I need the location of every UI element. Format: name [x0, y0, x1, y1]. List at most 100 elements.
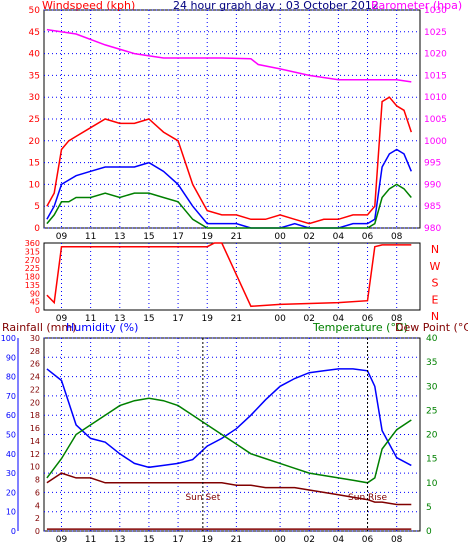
y-tick-label-rainfall: 16 [30, 424, 40, 433]
direction-panel-frame [43, 242, 421, 311]
x-tick-label: 09 [56, 314, 68, 324]
x-tick-label: 19 [201, 314, 213, 324]
x-tick-label: 19 [201, 535, 213, 545]
y-tick-label-direction: 135 [25, 281, 40, 290]
y-tick-label-humidity: 50 [6, 431, 16, 440]
y-tick-label-direction: 225 [25, 264, 40, 273]
y-tick-label-rainfall: 6 [35, 488, 40, 497]
x-tick-label: 00 [274, 232, 286, 242]
x-tick-label: 08 [391, 232, 403, 242]
x-tick-label: 04 [333, 535, 345, 545]
y-tick-label-windspeed: 45 [29, 28, 40, 38]
y-tick-label-humidity: 0 [11, 527, 16, 536]
y-tick-label-temperature: 0 [426, 527, 432, 537]
chart-title: 24 hour graph day : 03 October 2012 [173, 0, 379, 12]
y-tick-label-barometer: 1000 [424, 137, 447, 147]
y-tick-label-humidity: 60 [6, 411, 16, 420]
y-tick-label-direction: 45 [30, 298, 40, 307]
x-tick-label: 00 [274, 314, 286, 324]
y-tick-label-rainfall: 30 [30, 334, 40, 343]
y-tick-label-temperature: 15 [426, 455, 437, 465]
y-tick-label-humidity: 20 [6, 488, 16, 497]
y-tick-label-direction: 0 [35, 306, 40, 315]
x-tick-label: 06 [362, 535, 374, 545]
x-tick-label: 02 [304, 232, 315, 242]
series-line-barometer [46, 28, 412, 83]
x-tick-label: 13 [114, 535, 125, 545]
y-tick-label-temperature: 20 [426, 431, 438, 441]
x-tick-label: 09 [56, 535, 68, 545]
y-tick-label-rainfall: 10 [30, 463, 40, 472]
x-tick-label: 17 [172, 232, 183, 242]
y-tick-label-barometer: 1025 [424, 28, 447, 38]
y-tick-label-temperature: 35 [426, 358, 437, 368]
y-tick-label-humidity: 70 [6, 392, 16, 401]
annotation-label: Sun Rise [348, 493, 387, 503]
y-tick-label-barometer: 1010 [424, 93, 447, 103]
y-tick-label-barometer: 985 [424, 202, 441, 212]
y-tick-label-windspeed: 30 [29, 93, 41, 103]
x-tick-label: 17 [172, 535, 183, 545]
y-tick-label-rainfall: 4 [35, 501, 40, 510]
humidity-axis-label: Humidity (%) [66, 321, 138, 334]
y-tick-label-windspeed: 15 [29, 159, 40, 169]
y-tick-label-humidity: 90 [6, 353, 16, 362]
y-tick-label-rainfall: 20 [30, 398, 40, 407]
y-tick-label-windspeed: 35 [29, 71, 40, 81]
x-tick-label: 15 [143, 535, 154, 545]
y-tick-label-rainfall: 8 [35, 476, 40, 485]
y-tick-label-rainfall: 28 [30, 347, 40, 356]
series-line-wind [46, 183, 412, 229]
series-line-humidity [46, 368, 412, 469]
x-tick-label: 21 [231, 535, 242, 545]
x-tick-label: 09 [56, 232, 68, 242]
x-tick-label: 04 [333, 314, 345, 324]
y-tick-label-direction: 315 [25, 247, 40, 256]
y-tick-label-direction: 180 [25, 273, 40, 282]
y-tick-label-rainfall: 0 [35, 527, 40, 536]
windspeed-axis-label: Windspeed (kph) [42, 0, 135, 12]
y-tick-label-humidity: 40 [6, 450, 16, 459]
compass-label: W [430, 260, 441, 273]
y-tick-label-windspeed: 0 [34, 224, 40, 234]
y-tick-label-humidity: 80 [6, 373, 16, 382]
y-tick-label-temperature: 30 [426, 382, 438, 392]
x-tick-label: 15 [143, 232, 154, 242]
y-tick-label-rainfall: 12 [30, 450, 40, 459]
barometer-axis-label: Barometer (hpa) [371, 0, 462, 12]
y-tick-label-humidity: 10 [6, 508, 16, 517]
y-tick-label-rainfall: 14 [30, 437, 40, 446]
y-tick-label-barometer: 995 [424, 159, 441, 169]
rainfall-axis-label: Rainfall (mm) [2, 321, 76, 334]
x-tick-label: 08 [391, 314, 403, 324]
y-tick-label-temperature: 25 [426, 406, 437, 416]
compass-label: E [432, 293, 439, 306]
y-tick-label-rainfall: 22 [30, 385, 40, 394]
compass-label: S [432, 277, 439, 290]
x-tick-label: 04 [333, 232, 345, 242]
x-tick-label: 21 [231, 314, 242, 324]
x-tick-label: 08 [391, 535, 403, 545]
y-tick-label-barometer: 1005 [424, 115, 447, 125]
annotation-label: Sun Set [185, 493, 220, 503]
y-tick-label-barometer: 1015 [424, 71, 447, 81]
compass-label: N [431, 310, 439, 323]
x-tick-label: 02 [304, 314, 315, 324]
y-tick-label-rainfall: 18 [30, 411, 40, 420]
x-tick-label: 17 [172, 314, 183, 324]
y-tick-label-temperature: 40 [426, 334, 438, 344]
x-tick-label: 06 [362, 314, 374, 324]
y-tick-label-rainfall: 26 [30, 360, 40, 369]
x-tick-label: 11 [85, 232, 96, 242]
series-line-temperature [46, 397, 412, 484]
y-tick-label-temperature: 5 [426, 503, 432, 513]
x-tick-label: 11 [85, 535, 96, 545]
y-tick-label-windspeed: 5 [34, 202, 40, 212]
x-tick-label: 15 [143, 314, 154, 324]
y-tick-label-barometer: 1030 [424, 6, 447, 16]
x-tick-label: 21 [231, 232, 242, 242]
x-tick-label: 11 [85, 314, 96, 324]
y-tick-label-rainfall: 2 [35, 514, 40, 523]
y-tick-label-windspeed: 40 [29, 50, 41, 60]
y-tick-label-windspeed: 10 [29, 180, 41, 190]
